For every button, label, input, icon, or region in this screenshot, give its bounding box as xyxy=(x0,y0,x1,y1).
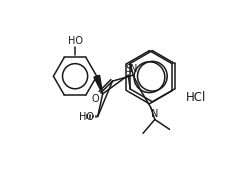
Text: N: N xyxy=(130,64,138,74)
Text: HO: HO xyxy=(79,112,94,122)
Polygon shape xyxy=(94,75,103,94)
Text: HO: HO xyxy=(68,36,83,46)
Text: N: N xyxy=(151,109,158,119)
Text: HCl: HCl xyxy=(186,91,206,104)
Text: O: O xyxy=(91,94,99,104)
Text: S: S xyxy=(125,64,131,74)
